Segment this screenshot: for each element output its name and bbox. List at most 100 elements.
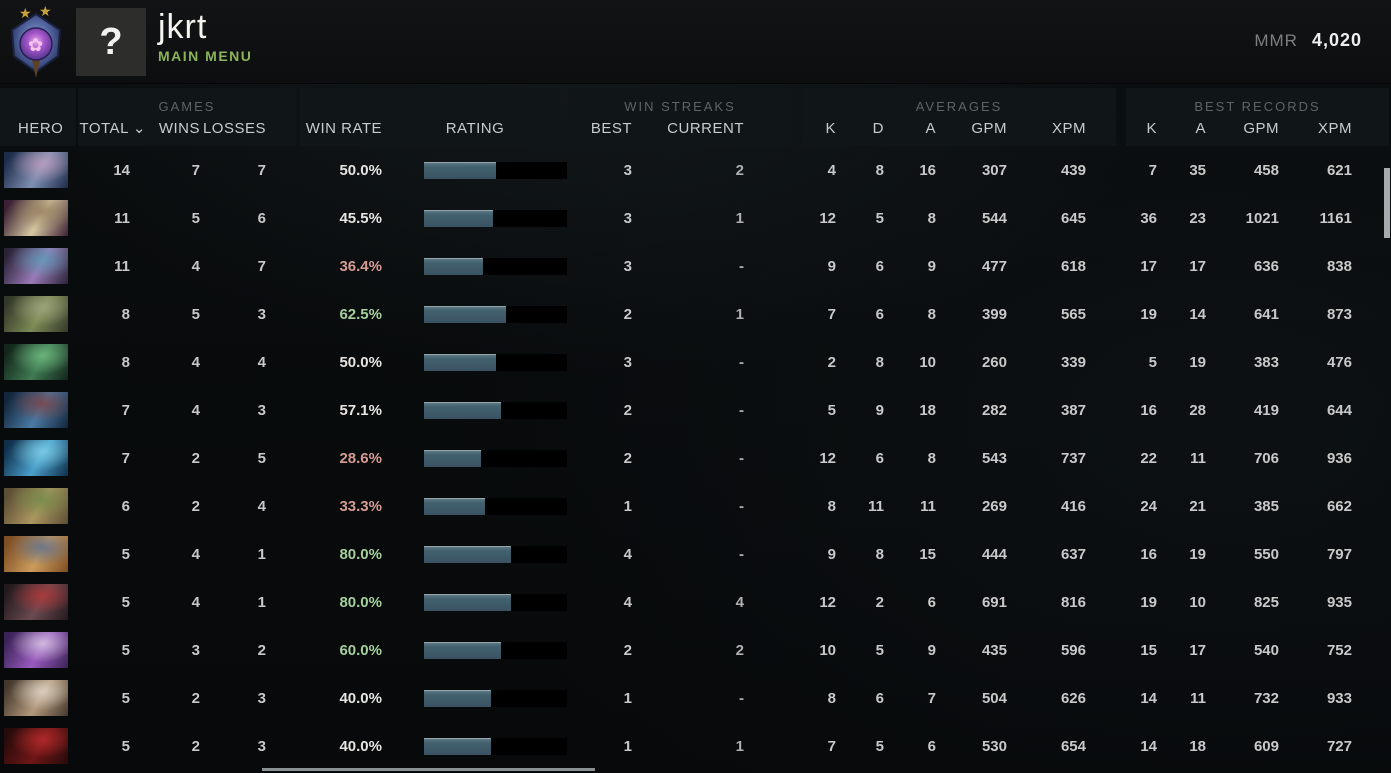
games-wins: 5: [191, 209, 200, 227]
games-losses: 4: [257, 353, 266, 371]
avatar-button[interactable]: ?: [76, 8, 146, 76]
column-header-record-gpm[interactable]: GPM: [1243, 120, 1279, 137]
record-assists: 28: [1189, 401, 1206, 419]
streak-best: 1: [623, 689, 632, 707]
rating-bar-fill: [424, 497, 485, 515]
vertical-scrollbar-thumb[interactable]: [1384, 168, 1390, 238]
avg-deaths: 8: [875, 353, 884, 371]
win-rate: 60.0%: [339, 641, 382, 659]
hero-portrait-invoker: [4, 200, 68, 236]
streak-current: -: [739, 257, 744, 275]
record-kills: 22: [1140, 449, 1157, 467]
avg-assists: 8: [927, 209, 936, 227]
games-wins: 4: [191, 545, 200, 563]
avg-gpm: 444: [981, 545, 1007, 563]
column-header-record-kills[interactable]: K: [1146, 120, 1157, 137]
hero-row-storm-spirit[interactable]: 7 2 5 28.6% 2 - 12 6 8 543 737 22 11 706…: [0, 434, 1391, 482]
hero-portrait-dark-seer: [4, 632, 68, 668]
avg-assists: 9: [927, 257, 936, 275]
record-assists: 11: [1190, 689, 1206, 707]
column-header-record-xpm[interactable]: XPM: [1317, 120, 1352, 137]
hero-row-invoker[interactable]: 11 5 6 45.5% 3 1 12 5 8 544 645 36 23 10…: [0, 194, 1391, 242]
column-header-avg-deaths[interactable]: D: [872, 120, 884, 137]
avg-kills: 7: [827, 737, 836, 755]
games-wins: 2: [191, 689, 200, 707]
header-panel-streaks: [568, 88, 792, 146]
mmr-value: 4,020: [1311, 30, 1362, 50]
avg-kills: 10: [819, 641, 836, 659]
avg-deaths: 11: [868, 497, 884, 515]
hero-row-tinker[interactable]: 11 4 7 36.4% 3 - 9 6 9 477 618 17 17 636…: [0, 242, 1391, 290]
avg-xpm: 618: [1060, 257, 1086, 275]
hero-row-shadow-fiend[interactable]: 5 2 3 40.0% 1 1 7 5 6 530 654 14 18 609 …: [0, 722, 1391, 770]
avg-assists: 18: [919, 401, 936, 419]
record-xpm: 476: [1326, 353, 1352, 371]
hero-row-treant-protector[interactable]: 8 5 3 62.5% 2 1 7 6 8 399 565 19 14 641 …: [0, 290, 1391, 338]
avg-deaths: 5: [875, 737, 884, 755]
hero-row-broodmother[interactable]: 5 4 1 80.0% 4 4 12 2 6 691 816 19 10 825…: [0, 578, 1391, 626]
record-gpm: 385: [1253, 497, 1279, 515]
column-header-streak-current[interactable]: CURRENT: [667, 120, 744, 137]
hero-row-mirana[interactable]: 14 7 7 50.0% 3 2 4 8 16 307 439 7 35 458…: [0, 146, 1391, 194]
win-rate: 40.0%: [339, 689, 382, 707]
column-header-avg-xpm[interactable]: XPM: [1051, 120, 1086, 137]
hero-row-batrider[interactable]: 5 4 1 80.0% 4 - 9 8 15 444 637 16 19 550…: [0, 530, 1391, 578]
column-header-avg-gpm[interactable]: GPM: [971, 120, 1007, 137]
streak-best: 3: [623, 353, 632, 371]
column-header-rating[interactable]: RATING: [445, 120, 505, 137]
record-xpm: 797: [1326, 545, 1352, 563]
column-header-streak-best[interactable]: BEST: [590, 120, 632, 137]
hero-row-night-stalker[interactable]: 7 4 3 57.1% 2 - 5 9 18 282 387 16 28 419…: [0, 386, 1391, 434]
record-assists: 14: [1189, 305, 1206, 323]
column-header-record-assists[interactable]: A: [1195, 120, 1206, 137]
games-total: 5: [121, 737, 130, 755]
hero-portrait-storm-spirit: [4, 440, 68, 476]
column-header-win-rate[interactable]: WIN RATE: [305, 120, 382, 137]
win-rate: 80.0%: [339, 593, 382, 611]
column-header-losses[interactable]: LOSSES: [202, 120, 266, 137]
streak-current: 1: [735, 209, 744, 227]
avg-xpm: 645: [1060, 209, 1086, 227]
hero-row-dark-seer[interactable]: 5 3 2 60.0% 2 2 10 5 9 435 596 15 17 540…: [0, 626, 1391, 674]
record-gpm: 458: [1253, 161, 1279, 179]
record-xpm: 933: [1326, 689, 1352, 707]
record-assists: 17: [1189, 257, 1206, 275]
streak-current: -: [739, 497, 744, 515]
games-wins: 4: [191, 257, 200, 275]
streak-best: 4: [623, 545, 632, 563]
hero-row-clockwerk[interactable]: 8 4 4 50.0% 3 - 2 8 10 260 339 5 19 383 …: [0, 338, 1391, 386]
streak-current: 1: [735, 305, 744, 323]
column-header-avg-assists[interactable]: A: [925, 120, 936, 137]
group-label-best-records: BEST RECORDS: [1194, 99, 1321, 114]
games-total: 5: [121, 593, 130, 611]
hero-row-sniper[interactable]: 5 2 3 40.0% 1 - 8 6 7 504 626 14 11 732 …: [0, 674, 1391, 722]
record-gpm: 383: [1253, 353, 1279, 371]
streak-current: 4: [735, 593, 744, 611]
avg-assists: 6: [927, 593, 936, 611]
column-header-wins[interactable]: WINS: [158, 120, 200, 137]
games-losses: 6: [257, 209, 266, 227]
avg-deaths: 6: [875, 449, 884, 467]
group-label-games: GAMES: [158, 99, 216, 114]
games-wins: 4: [191, 593, 200, 611]
record-gpm: 706: [1253, 449, 1279, 467]
hero-table-body: 14 7 7 50.0% 3 2 4 8 16 307 439 7 35 458…: [0, 146, 1391, 773]
column-header-hero[interactable]: HERO: [18, 120, 64, 137]
horizontal-scrollbar-thumb[interactable]: [262, 768, 595, 771]
player-name: jkrt: [158, 8, 208, 46]
avg-deaths: 2: [875, 593, 884, 611]
record-xpm: 838: [1326, 257, 1352, 275]
header-panel-averages: [802, 88, 1116, 146]
column-header-total[interactable]: TOTAL ⌄: [78, 120, 146, 137]
record-assists: 19: [1189, 545, 1206, 563]
hero-portrait-sniper: [4, 680, 68, 716]
avg-assists: 8: [927, 449, 936, 467]
avg-gpm: 269: [981, 497, 1007, 515]
hero-row-pudge[interactable]: 6 2 4 33.3% 1 - 8 11 11 269 416 24 21 38…: [0, 482, 1391, 530]
player-identity[interactable]: jkrt MAIN MENU: [158, 8, 252, 64]
avg-kills: 12: [819, 593, 836, 611]
record-xpm: 727: [1326, 737, 1352, 755]
record-gpm: 540: [1253, 641, 1279, 659]
column-header-avg-kills[interactable]: K: [825, 120, 836, 137]
header-panel-records: [1126, 88, 1389, 146]
